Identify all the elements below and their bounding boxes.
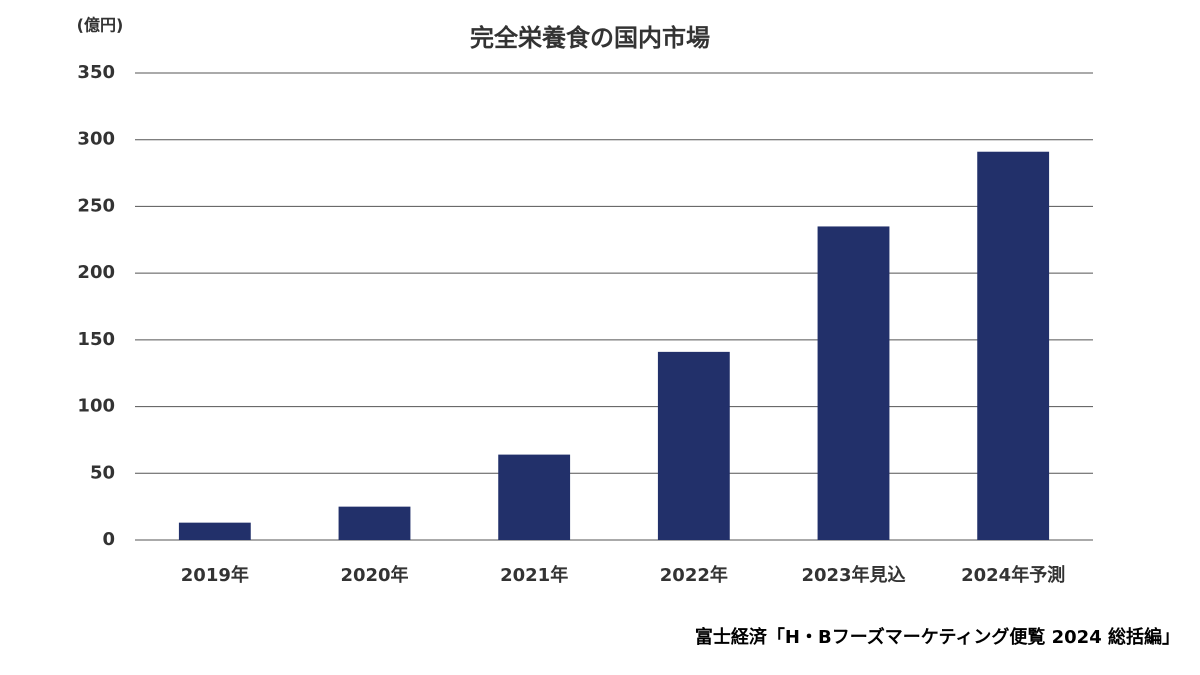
bar (498, 454, 571, 540)
y-tick-label: 350 (77, 62, 115, 83)
y-tick-label: 150 (77, 329, 115, 350)
x-tick-label: 2022年 (660, 564, 728, 586)
y-tick-label: 0 (102, 529, 115, 550)
x-tick-label: 2020年 (340, 564, 408, 586)
bar (977, 151, 1050, 541)
x-tick-label: 2021年 (500, 564, 568, 586)
source: 富士経済「H・Bフーズマーケティング便覧 2024 総括編」 (695, 626, 1180, 648)
y-tick-label: 300 (77, 129, 115, 150)
y-tick-label: 100 (77, 396, 115, 417)
y-tick-label: 50 (90, 462, 115, 483)
bar (657, 351, 730, 540)
x-tick-label: 2019年 (181, 564, 249, 586)
x-tick-label: 2024年予測 (961, 564, 1065, 586)
y-unit: (億円) (77, 16, 124, 35)
y-tick-label: 250 (77, 195, 115, 216)
bar (817, 226, 890, 540)
bar (338, 506, 411, 540)
chart-title: 完全栄養食の国内市場 (470, 24, 710, 52)
x-tick-label: 2023年見込 (801, 564, 905, 586)
y-tick-label: 200 (77, 262, 115, 283)
bar (178, 522, 251, 540)
